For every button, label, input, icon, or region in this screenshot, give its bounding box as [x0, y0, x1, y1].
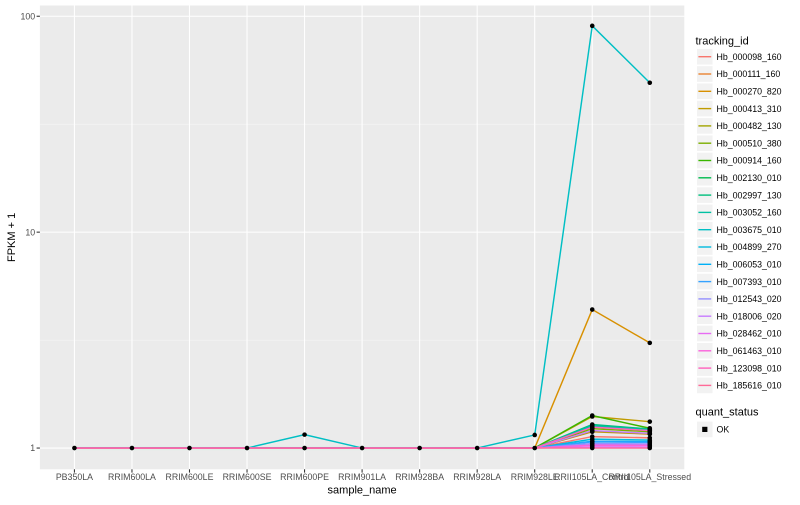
svg-text:Hb_003052_160: Hb_003052_160 [717, 208, 782, 218]
svg-text:RRIM600PE: RRIM600PE [280, 472, 329, 482]
svg-text:Hb_006053_010: Hb_006053_010 [717, 259, 782, 269]
svg-text:Hb_185616_010: Hb_185616_010 [717, 381, 782, 391]
svg-text:Hb_007393_010: Hb_007393_010 [717, 277, 782, 287]
svg-text:10: 10 [25, 227, 35, 237]
svg-text:Hb_028462_010: Hb_028462_010 [717, 329, 782, 339]
svg-text:RRII105LA_Stressed: RRII105LA_Stressed [608, 472, 691, 482]
svg-text:RRIM901LA: RRIM901LA [338, 472, 386, 482]
svg-text:Hb_061463_010: Hb_061463_010 [717, 346, 782, 356]
svg-text:RRIM928LA: RRIM928LA [453, 472, 501, 482]
svg-text:sample_name: sample_name [328, 485, 397, 497]
svg-text:Hb_000482_130: Hb_000482_130 [717, 121, 782, 131]
svg-text:Hb_000111_160: Hb_000111_160 [717, 69, 781, 79]
svg-text:RRIM928LE: RRIM928LE [511, 472, 559, 482]
svg-text:1: 1 [30, 443, 35, 453]
svg-text:Hb_018006_020: Hb_018006_020 [717, 311, 782, 321]
svg-text:RRIM600LE: RRIM600LE [166, 472, 214, 482]
svg-text:Hb_004899_270: Hb_004899_270 [717, 242, 782, 252]
svg-text:tracking_id: tracking_id [696, 36, 749, 48]
svg-text:Hb_000413_310: Hb_000413_310 [717, 104, 782, 114]
svg-text:100: 100 [21, 11, 36, 21]
svg-text:RRIM600LA: RRIM600LA [108, 472, 156, 482]
svg-text:OK: OK [717, 425, 730, 435]
svg-text:FPKM + 1: FPKM + 1 [6, 213, 18, 262]
svg-text:Hb_000098_160: Hb_000098_160 [717, 52, 782, 62]
svg-text:Hb_000270_820: Hb_000270_820 [717, 86, 782, 96]
svg-text:RRIM928BA: RRIM928BA [395, 472, 444, 482]
svg-text:Hb_000914_160: Hb_000914_160 [717, 156, 782, 166]
svg-text:Hb_000510_380: Hb_000510_380 [717, 138, 782, 148]
svg-text:RRIM600SE: RRIM600SE [223, 472, 272, 482]
svg-text:PB350LA: PB350LA [56, 472, 93, 482]
svg-text:Hb_003675_010: Hb_003675_010 [717, 225, 782, 235]
svg-text:Hb_012543_020: Hb_012543_020 [717, 294, 782, 304]
svg-text:quant_status: quant_status [696, 406, 759, 418]
svg-text:Hb_123098_010: Hb_123098_010 [717, 363, 782, 373]
svg-text:Hb_002997_130: Hb_002997_130 [717, 190, 782, 200]
svg-text:Hb_002130_010: Hb_002130_010 [717, 173, 782, 183]
svg-text:RRII105LA_Control: RRII105LA_Control [554, 472, 630, 482]
